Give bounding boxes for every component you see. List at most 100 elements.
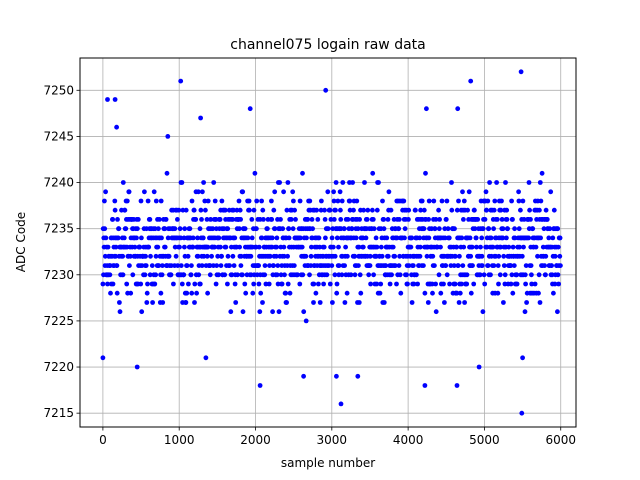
data-point: [342, 263, 347, 268]
data-point: [103, 189, 108, 195]
data-point: [201, 253, 207, 259]
data-point: [148, 253, 153, 259]
data-point: [486, 226, 492, 232]
outlier-point: [112, 97, 118, 102]
data-point: [240, 272, 245, 278]
data-point: [480, 226, 486, 232]
data-point: [126, 263, 132, 268]
data-point: [251, 281, 257, 287]
data-point: [173, 253, 179, 259]
data-point: [330, 300, 335, 305]
data-point: [465, 207, 470, 213]
data-point: [150, 300, 156, 305]
data-point: [156, 263, 162, 268]
data-point: [479, 253, 485, 259]
data-point: [285, 281, 291, 287]
data-point: [432, 263, 437, 268]
data-point: [303, 253, 309, 259]
data-point: [269, 198, 274, 204]
data-point: [521, 217, 527, 222]
data-point: [236, 226, 242, 232]
y-tick-label: 7230: [43, 268, 74, 282]
data-point: [519, 253, 525, 259]
data-point: [274, 244, 279, 250]
data-point: [286, 226, 292, 232]
data-point: [491, 207, 497, 213]
data-point: [357, 272, 363, 278]
data-point: [245, 235, 251, 241]
data-point: [444, 272, 450, 278]
data-point: [102, 253, 108, 259]
data-point: [231, 263, 237, 268]
data-point: [414, 272, 419, 278]
data-point: [236, 198, 242, 204]
data-point: [105, 244, 111, 250]
y-tick-label: 7235: [43, 222, 74, 236]
data-point: [370, 170, 376, 176]
data-point: [319, 198, 324, 204]
data-point: [556, 281, 561, 287]
data-point: [357, 217, 362, 222]
data-point: [352, 272, 358, 278]
data-point: [205, 198, 211, 204]
data-point: [501, 253, 507, 259]
data-point: [274, 272, 280, 278]
data-point: [308, 253, 314, 259]
data-point: [445, 226, 451, 232]
data-point: [334, 290, 340, 296]
data-point: [374, 281, 380, 287]
data-point: [498, 244, 503, 250]
data-point: [329, 235, 335, 241]
data-point: [477, 272, 483, 278]
data-point: [284, 207, 290, 213]
data-point: [536, 290, 541, 296]
outlier-point: [134, 364, 140, 370]
data-point: [135, 217, 141, 222]
data-point: [218, 263, 224, 268]
data-point: [558, 263, 563, 268]
data-point: [484, 207, 489, 213]
data-point: [147, 272, 153, 278]
data-point: [247, 207, 252, 213]
data-point: [267, 253, 273, 259]
data-point: [166, 253, 172, 259]
data-point: [331, 198, 337, 204]
data-point: [442, 226, 448, 232]
data-point: [526, 235, 532, 241]
data-point: [128, 290, 134, 296]
outlier-point: [334, 373, 339, 379]
data-point: [415, 281, 420, 287]
data-point: [205, 244, 211, 250]
data-point: [448, 263, 454, 268]
data-point: [216, 235, 222, 241]
data-point: [391, 217, 397, 222]
data-point: [152, 281, 158, 287]
data-point: [159, 272, 165, 278]
data-point: [422, 290, 428, 296]
data-point: [514, 281, 520, 287]
data-point: [411, 281, 417, 287]
data-point: [269, 217, 275, 222]
data-point: [363, 235, 369, 241]
x-tick-label: 1000: [164, 433, 195, 447]
data-point: [396, 217, 402, 222]
data-point: [436, 207, 441, 213]
data-point: [135, 226, 140, 232]
data-point: [459, 281, 464, 287]
data-point: [409, 300, 415, 305]
data-point: [317, 244, 322, 250]
data-point: [205, 290, 211, 296]
data-point: [535, 253, 540, 259]
data-point: [480, 309, 486, 315]
data-point: [449, 180, 454, 185]
data-point: [470, 263, 475, 268]
data-point: [340, 180, 346, 185]
data-point: [461, 217, 466, 222]
data-point: [499, 217, 505, 222]
data-point: [145, 198, 151, 204]
data-point: [537, 300, 543, 305]
data-point: [212, 198, 218, 204]
data-point: [256, 263, 261, 268]
data-point: [196, 272, 202, 278]
data-point: [333, 207, 338, 213]
